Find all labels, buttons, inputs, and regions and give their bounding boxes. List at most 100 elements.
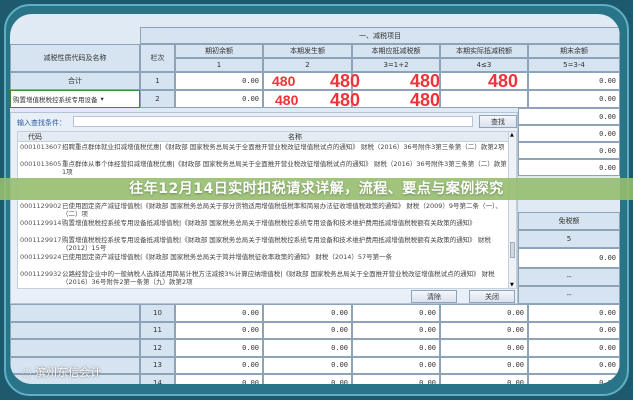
total_row-col-3[interactable] xyxy=(352,72,440,90)
bottom-row-cell[interactable]: 0.00 xyxy=(175,304,263,322)
bottom-row-cell[interactable]: 0.00 xyxy=(528,374,620,384)
bottom-row-cell[interactable]: 0.00 xyxy=(175,374,263,384)
item-code: 0001129902 xyxy=(20,202,62,210)
item-name: 购置增值税税控系统专用设备抵减增值税|《财政部 国家税务总局关于增值税税控系统专… xyxy=(62,236,491,252)
item-name: 已使用固定资产减征增值税|《财政部 国家税务总局关于部分货物适用增值税低税率和简… xyxy=(62,202,502,218)
item-name: 已使用固定资产减征增值税|《财政部 国家税务总局关于简并增值税征收率政策的通知》… xyxy=(62,253,393,261)
subheader-col-1: 1 xyxy=(175,58,263,72)
item-code: 0001129917 xyxy=(20,236,62,244)
bottom-row-line: 11 xyxy=(140,321,175,339)
bottom-row-cell[interactable]: 0.00 xyxy=(175,339,263,357)
header-col-1: 期初余额 xyxy=(175,44,263,58)
header-col-4: 本期实际抵减税额 xyxy=(440,44,528,58)
dash-cell: -- xyxy=(518,268,620,286)
wechat-icon: ◌ xyxy=(22,366,32,379)
header-col-2: 本期发生额 xyxy=(263,44,352,58)
item-name: 重点群体从事个体经营扣减增值税优惠|《财政部 国家税务总局关于全面推开营业税改征… xyxy=(62,160,507,176)
bottom-row-name xyxy=(10,339,140,357)
bottom-row-cell[interactable]: 0.00 xyxy=(352,321,440,339)
overlay-480: 480 xyxy=(410,71,441,91)
row2-name-select[interactable]: 购置增值税税控系统专用设备 ▾ xyxy=(10,90,140,108)
list-item[interactable]: 0001013605 重点群体从事个体经营扣减增值税优惠|《财政部 国家税务总局关… xyxy=(18,159,516,176)
bottom-row-line: 14 xyxy=(140,374,175,384)
watermark-text: 滨州东信会计 xyxy=(35,366,102,379)
item-code: 0001129914 xyxy=(20,219,62,227)
bottom-row-line: 12 xyxy=(140,339,175,357)
bottom-row-cell[interactable]: 0.00 xyxy=(352,356,440,374)
subheader-col-4: 4≤3 xyxy=(440,58,528,72)
list-header: 代码 名称 xyxy=(18,132,516,142)
overlay-480: 480 xyxy=(410,90,441,110)
header-col-3: 本期应抵减税额 xyxy=(352,44,440,58)
bottom-row-cell[interactable]: 0.00 xyxy=(440,356,528,374)
section-title: 一、减税项目 xyxy=(140,27,620,44)
bottom-row-cell[interactable]: 0.00 xyxy=(528,339,620,357)
right-col-value: 0.00 xyxy=(518,125,620,142)
list-item[interactable]: 0001013607 招聘重点群体就业扣减增值税优惠|《财政部 国家税务总局关于全… xyxy=(18,142,516,159)
clear-button[interactable]: 清除 xyxy=(411,290,457,303)
list-item[interactable]: 0001129917 购置增值税税控系统专用设备抵减增值税|《财政部 国家税务总局… xyxy=(18,235,516,252)
bottom-row-cell[interactable]: 0.00 xyxy=(352,304,440,322)
right-col-value: 0.00 xyxy=(518,159,620,176)
bottom-row-line: 13 xyxy=(140,356,175,374)
bottom-row-cell[interactable]: 0.00 xyxy=(263,321,352,339)
total_row-col-2[interactable] xyxy=(263,72,352,90)
close-button[interactable]: 关闭 xyxy=(469,290,515,303)
total_row-col-4[interactable] xyxy=(440,72,528,90)
list-item[interactable]: 0001129914 购置增值税税控系统专用设备抵减增值税|《财政部 国家税务总局… xyxy=(18,218,516,235)
item-code: 0001013607 xyxy=(20,143,62,151)
bottom-row-cell[interactable]: 0.00 xyxy=(528,304,620,322)
bottom-row-cell[interactable]: 0.00 xyxy=(440,304,528,322)
total_row-col-5[interactable]: 0.00 xyxy=(528,72,620,90)
row2-col-4[interactable] xyxy=(440,90,528,108)
bottom-row-cell[interactable]: 0.00 xyxy=(528,356,620,374)
bottom-row-name xyxy=(10,356,140,374)
header-col-5: 期末余额 xyxy=(528,44,620,58)
exempt-value[interactable]: 0.00 xyxy=(518,248,620,268)
item-code: 0001013605 xyxy=(20,160,62,168)
list-scrollbar[interactable]: ▲ ▼ xyxy=(508,132,516,288)
title-banner: 往年12月14日实时扣税请求详解，流程、要点与案例探究 xyxy=(0,178,633,200)
row2-col-3[interactable] xyxy=(352,90,440,108)
bottom-row-cell[interactable]: 0.00 xyxy=(263,374,352,384)
search-input[interactable] xyxy=(73,116,473,127)
search-dialog: 输入查找条件： 查找 代码 名称 0001013607 招聘重点群体就业扣减增值税… xyxy=(10,112,518,304)
list-item[interactable]: 0001129902 已使用固定资产减征增值税|《财政部 国家税务总局关于部分货物… xyxy=(18,201,516,218)
bottom-row-cell[interactable]: 0.00 xyxy=(440,339,528,357)
bottom-row-cell[interactable]: 0.00 xyxy=(352,339,440,357)
item-name: 招聘重点群体就业扣减增值税优惠|《财政部 国家税务总局关于全面推开营业税改征增值… xyxy=(62,143,505,151)
bottom-row-cell[interactable]: 0.00 xyxy=(352,374,440,384)
row2-col-5[interactable]: 0.00 xyxy=(528,90,620,108)
total-row-line: 1 xyxy=(140,72,175,90)
col-code-header: 代码 xyxy=(28,133,42,141)
scroll-thumb[interactable] xyxy=(510,242,515,258)
row2-col-1[interactable]: 0.00 xyxy=(175,90,263,108)
bottom-row-cell[interactable]: 0.00 xyxy=(263,339,352,357)
search-button[interactable]: 查找 xyxy=(479,115,517,128)
scroll-down-icon[interactable]: ▼ xyxy=(510,282,514,288)
row2-col-2[interactable] xyxy=(263,90,352,108)
bottom-row-name xyxy=(10,374,140,384)
list-item[interactable]: 0001129932 公路经营企业中的一般纳税人选择适用简易计税方法减按3%计算应… xyxy=(18,269,516,286)
row2-name: 购置增值税税控系统专用设备 xyxy=(13,96,98,104)
search-label: 输入查找条件： xyxy=(17,119,66,127)
scroll-up-icon[interactable]: ▲ xyxy=(510,132,514,138)
item-code: 0001129932 xyxy=(20,270,62,278)
right-col-value: 0.00 xyxy=(518,108,620,125)
bottom-row-cell[interactable]: 0.00 xyxy=(263,304,352,322)
total_row-col-1[interactable]: 0.00 xyxy=(175,72,263,90)
header-line: 栏次 xyxy=(140,44,175,72)
bottom-row-cell[interactable]: 0.00 xyxy=(528,321,620,339)
code-list: 代码 名称 0001013607 招聘重点群体就业扣减增值税优惠|《财政部 国家税… xyxy=(17,131,517,289)
bottom-row-line: 10 xyxy=(140,304,175,322)
header-name: 减税性质代码及名称 xyxy=(10,44,140,72)
tax-form-panel: 一、减税项目 减税性质代码及名称 栏次 期初余额 1 本期发生额 2 本期应抵减税额 3=… xyxy=(10,14,620,384)
bottom-row-name xyxy=(10,304,140,322)
item-name: 公路经营企业中的一般纳税人选择适用简易计税方法减按3%计算应纳增值税|《财政部 … xyxy=(62,270,495,286)
bottom-row-cell[interactable]: 0.00 xyxy=(440,321,528,339)
bottom-row-cell[interactable]: 0.00 xyxy=(175,321,263,339)
bottom-row-cell[interactable]: 0.00 xyxy=(440,374,528,384)
bottom-row-cell[interactable]: 0.00 xyxy=(263,356,352,374)
list-item[interactable]: 0001129924 已使用固定资产减征增值税|《财政部 国家税务总局关于简并增值… xyxy=(18,252,516,269)
bottom-row-cell[interactable]: 0.00 xyxy=(175,356,263,374)
